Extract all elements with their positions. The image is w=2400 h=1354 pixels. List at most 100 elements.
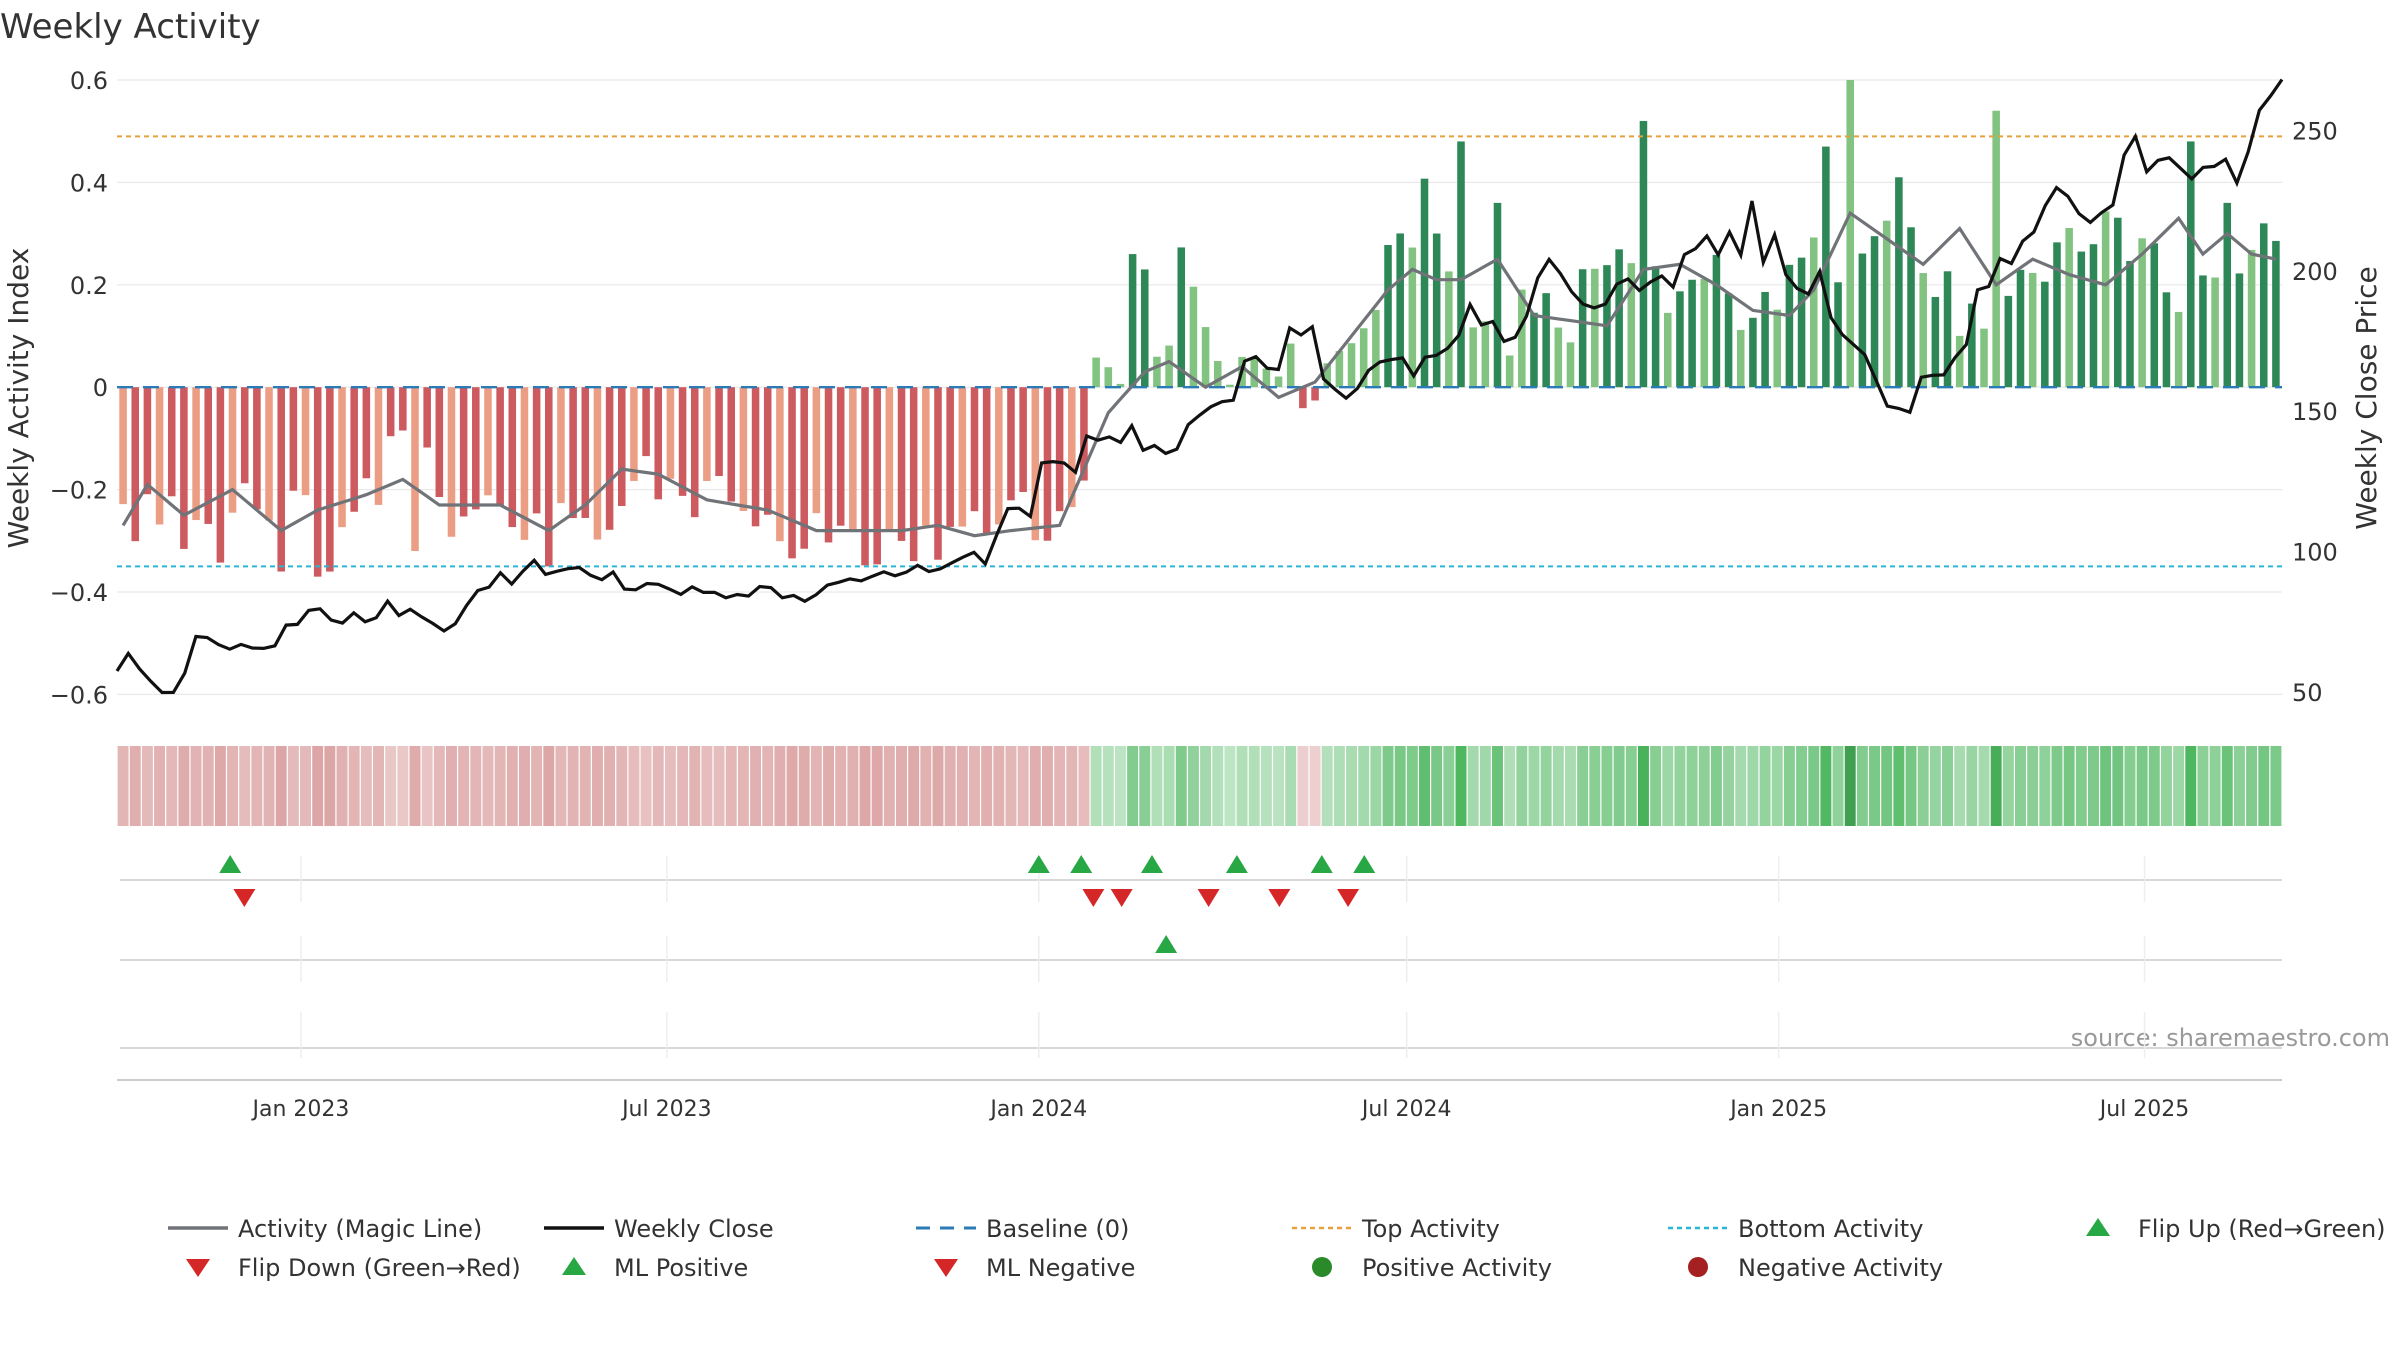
- activity-bars: [119, 80, 2280, 577]
- heat-strip-cell: [1540, 746, 1552, 826]
- activity-bar: [1420, 178, 1429, 388]
- legend-label: Negative Activity: [1738, 1254, 1943, 1282]
- activity-bar: [1128, 254, 1137, 388]
- heat-strip-cell: [373, 746, 384, 826]
- heat-strip-cell: [591, 746, 603, 826]
- heat-strip-cell: [2270, 746, 2282, 826]
- heat-strip-cell: [1346, 746, 1358, 826]
- activity-bar: [1359, 328, 1368, 388]
- activity-bar: [2016, 269, 2025, 388]
- x-tick-label: Jan 2023: [251, 1097, 350, 1122]
- activity-bar: [1432, 233, 1441, 388]
- activity-bar: [180, 387, 188, 549]
- y2-tick-label: 50: [2292, 679, 2323, 707]
- activity-bar: [885, 387, 894, 530]
- activity-bar: [557, 387, 565, 504]
- heat-strip-cell: [227, 746, 239, 826]
- activity-bar: [1165, 345, 1173, 388]
- heat-strip-cell: [944, 746, 956, 826]
- activity-bar: [715, 387, 723, 477]
- activity-bar: [2041, 281, 2049, 388]
- heat-strip-cell: [2160, 746, 2172, 826]
- flip-up-marker: [1027, 855, 1050, 873]
- heat-strip-cell: [2221, 746, 2233, 826]
- activity-bar: [545, 387, 553, 567]
- activity-bar: [836, 387, 845, 526]
- heat-strip-cell: [859, 746, 871, 826]
- heat-strip-cell: [993, 746, 1005, 826]
- heat-strip-cell: [725, 746, 737, 826]
- activity-bar: [1311, 387, 1319, 401]
- legend-label: Baseline (0): [986, 1215, 1129, 1243]
- heat-strip-cell: [1309, 746, 1321, 826]
- activity-bar: [1724, 293, 1733, 388]
- activity-bar: [1797, 257, 1806, 388]
- activity-bar: [727, 387, 735, 502]
- flip-down-marker: [1082, 889, 1105, 907]
- heat-strip-cell: [531, 746, 543, 826]
- heat-strip-cell: [908, 746, 920, 826]
- heat-strip-cell: [1869, 746, 1881, 826]
- heat-strip-cell: [1175, 746, 1187, 826]
- heat-strip-cell: [567, 746, 579, 826]
- heat-strip-cell: [640, 746, 652, 826]
- heat-strip-cell: [1796, 746, 1808, 826]
- heat-strip-cell: [1832, 746, 1844, 826]
- legend-label: Flip Down (Green→Red): [238, 1254, 521, 1282]
- activity-bar: [447, 387, 456, 537]
- heat-strip-cell: [1273, 746, 1285, 826]
- activity-bar: [1055, 387, 1064, 512]
- activity-bar: [1955, 335, 1964, 388]
- activity-bar: [131, 387, 140, 542]
- activity-bar: [982, 387, 991, 535]
- flip-up-marker: [219, 855, 242, 873]
- legend-label: Bottom Activity: [1738, 1215, 1923, 1243]
- activity-bar: [1323, 363, 1331, 388]
- activity-bar: [1907, 227, 1915, 388]
- heat-strip-cell: [2246, 746, 2258, 826]
- legend-ml-positive: ML Positive: [562, 1254, 748, 1282]
- flip-up-marker: [1310, 855, 1333, 873]
- heat-strip-cell: [2015, 746, 2026, 826]
- activity-bar: [690, 387, 699, 518]
- activity-bar: [1189, 286, 1198, 388]
- heat-strip-cell: [117, 746, 129, 826]
- activity-bar: [581, 387, 590, 518]
- heat-strip-cell: [1978, 746, 1990, 826]
- activity-bar: [1445, 271, 1453, 388]
- activity-bar: [423, 387, 431, 448]
- x-tick-label: Jul 2023: [620, 1097, 712, 1122]
- heat-strip-cell: [385, 746, 397, 826]
- activity-bar: [532, 387, 541, 514]
- heat-strip-cell: [1966, 746, 1978, 826]
- activity-bar: [605, 387, 614, 530]
- legend: Activity (Magic Line) Weekly Close Baselin…: [168, 1215, 2386, 1282]
- flip-up-marker: [1140, 855, 1163, 873]
- activity-bar: [995, 387, 1003, 525]
- activity-bar: [593, 387, 602, 540]
- heat-strip-cell: [1467, 746, 1479, 826]
- activity-bar: [399, 387, 407, 431]
- activity-bar: [946, 387, 954, 527]
- activity-bar: [788, 387, 796, 559]
- heat-strip-cell: [1808, 746, 1820, 826]
- activity-bar: [654, 387, 663, 500]
- activity-bar: [2235, 273, 2244, 388]
- heat-strip-cell: [482, 746, 494, 826]
- activity-bar: [253, 387, 261, 510]
- heat-strip-cell: [1431, 746, 1443, 826]
- activity-bar: [277, 387, 285, 572]
- activity-bar: [2199, 275, 2207, 388]
- activity-bar: [1688, 279, 1696, 388]
- activity-bar: [240, 387, 249, 484]
- activity-bar: [824, 387, 833, 543]
- heat-strip-cell: [2027, 746, 2039, 826]
- flip-up-marker: [1070, 855, 1093, 873]
- heat-strip-cell: [1735, 746, 1747, 826]
- heat-strip-cell: [1029, 746, 1041, 826]
- y-tick-label: −0.4: [50, 579, 108, 607]
- signal-markers: Jan 2023 Jul 2023 Jan 2024 Jul 2024 Jan 2025…: [117, 855, 2282, 1122]
- heat-strip-cell: [786, 746, 798, 826]
- activity-bar: [386, 387, 395, 437]
- activity-bar: [1676, 291, 1684, 388]
